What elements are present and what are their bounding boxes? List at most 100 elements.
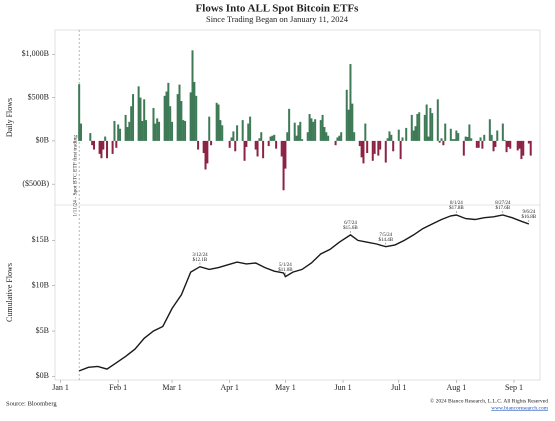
y-axis-title: Daily Flows <box>5 98 14 137</box>
bar <box>412 130 415 141</box>
copyright: © 2024 Bianco Research, L.L.C. All Right… <box>430 397 548 404</box>
bar <box>338 135 341 141</box>
x-tick-label: Mar 1 <box>162 383 181 392</box>
bar <box>477 140 480 148</box>
bar <box>496 130 499 141</box>
bar <box>117 124 120 141</box>
cumulative-line <box>78 214 530 372</box>
y-tick-label: $15B <box>32 235 49 244</box>
bar <box>119 128 122 141</box>
bar <box>178 84 181 141</box>
bar <box>522 140 525 156</box>
bar <box>171 121 174 141</box>
bar <box>442 140 445 146</box>
bar <box>509 140 512 149</box>
bar <box>440 138 443 141</box>
bar <box>98 140 101 154</box>
bar <box>139 97 142 141</box>
bar <box>230 137 233 141</box>
bar <box>518 140 521 149</box>
bar <box>306 132 309 141</box>
y-tick-label: $10B <box>32 281 49 290</box>
bar <box>416 114 419 141</box>
bar <box>347 109 350 141</box>
bar <box>483 134 486 141</box>
bar <box>423 114 426 141</box>
bar <box>195 95 198 141</box>
bar <box>453 139 456 141</box>
bar <box>366 140 369 154</box>
bar <box>427 136 430 141</box>
bar <box>191 50 194 141</box>
bar <box>241 120 244 141</box>
bar <box>390 134 393 141</box>
bar <box>351 103 354 141</box>
bar <box>336 137 339 141</box>
bar <box>438 140 441 143</box>
bar <box>193 81 196 141</box>
bar <box>282 140 285 191</box>
annotation-date: 8/1/24 <box>450 201 463 206</box>
x-tick-label: Aug 1 <box>446 383 466 392</box>
bar <box>501 123 504 141</box>
bar <box>299 121 302 141</box>
bar <box>516 140 519 151</box>
bar <box>245 140 248 147</box>
annotation-value: $15.6B <box>343 226 358 231</box>
bar <box>457 133 460 141</box>
annotation-date: 6/7/24 <box>344 221 357 226</box>
bar <box>462 140 465 156</box>
x-tick-label: Apr 1 <box>220 383 238 392</box>
y-tick-label: ($500B) <box>22 179 49 188</box>
bar <box>288 108 291 141</box>
bar <box>137 86 140 141</box>
chart-subtitle: Since Trading Began on January 11, 2024 <box>206 14 349 24</box>
bar <box>113 120 116 141</box>
bar <box>310 118 313 141</box>
y-axis-title: Cumulative Flows <box>5 263 14 322</box>
bar <box>405 127 408 141</box>
bar <box>100 140 103 159</box>
bar <box>388 131 391 141</box>
bar <box>102 140 105 150</box>
bar <box>520 140 523 160</box>
bar <box>451 139 454 141</box>
bar <box>256 140 259 157</box>
bar <box>267 140 270 147</box>
bar <box>262 140 265 159</box>
bar <box>401 137 404 141</box>
bar <box>384 140 387 163</box>
bar <box>353 132 356 141</box>
bar <box>503 140 506 141</box>
bar <box>158 121 161 141</box>
annotation-value: $11.0B <box>278 268 293 273</box>
bar <box>104 136 107 141</box>
bar <box>464 136 467 141</box>
bar <box>490 134 493 141</box>
bar <box>221 125 224 141</box>
bar <box>169 106 172 141</box>
annotation-date: 5/1/24 <box>279 263 292 268</box>
annotation-value: $17.6B <box>496 206 511 211</box>
bar <box>397 129 400 141</box>
annotation-value: $16.8B <box>522 215 537 220</box>
bar <box>124 114 127 141</box>
bar <box>271 135 274 141</box>
bar <box>215 102 218 141</box>
bar <box>371 140 374 161</box>
bar <box>358 140 361 147</box>
bar <box>297 125 300 141</box>
bar <box>208 116 211 141</box>
y-tick-label: $1,000B <box>22 49 49 58</box>
annotation-value: $12.1B <box>193 258 208 263</box>
bar <box>327 135 330 141</box>
bar <box>234 140 237 152</box>
bar <box>345 89 348 141</box>
bar <box>91 140 94 146</box>
annotation-date: 8/27/24 <box>495 201 511 206</box>
bar <box>293 122 296 141</box>
bar <box>258 138 261 141</box>
bar <box>373 140 376 154</box>
bar <box>217 104 220 141</box>
